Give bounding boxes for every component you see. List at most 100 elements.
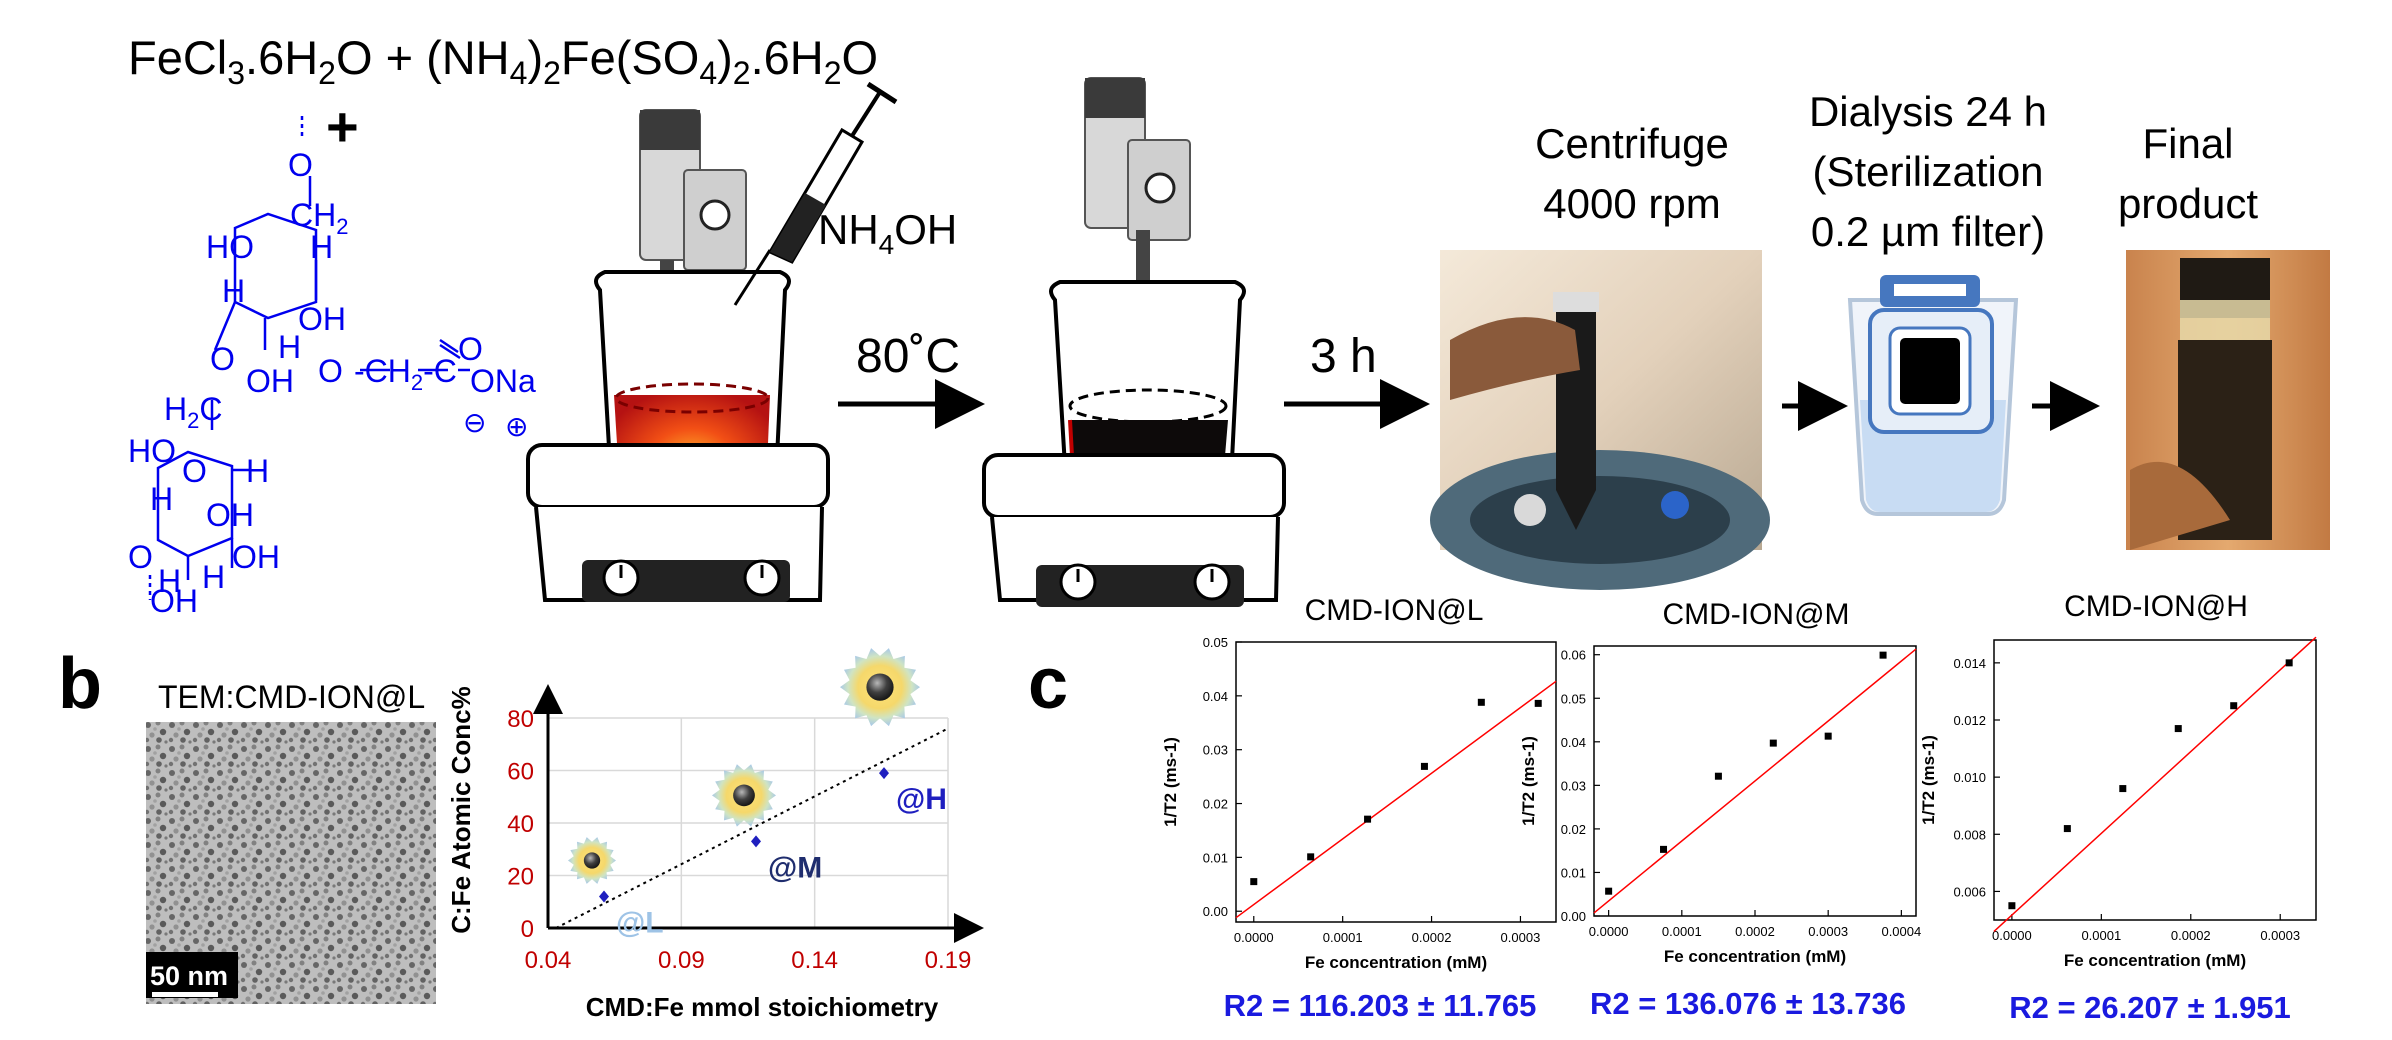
y-tick-label: 0 (521, 916, 534, 943)
data-point (1420, 762, 1428, 770)
data-point (1534, 699, 1542, 707)
fit-line (1993, 636, 2317, 932)
point-label: @L (616, 907, 664, 940)
data-point (599, 890, 609, 903)
svg-text:H2C: H2C (164, 391, 222, 433)
x-tick-label: 0.14 (791, 947, 838, 974)
panel-c-letter: c (1028, 644, 1068, 724)
data-point (1714, 772, 1722, 780)
svg-text:-CH2-C: -CH2-C (354, 353, 457, 395)
x-axis-label: Fe concentration (mM) (1664, 947, 1846, 966)
svg-text:H: H (158, 563, 181, 599)
y-axis-label: 1/T2 (ms-1) (1919, 735, 1938, 825)
y-tick-label: 0.03 (1561, 778, 1586, 793)
chart-title: CMD-ION@L (1305, 594, 1484, 627)
svg-text:H: H (278, 329, 301, 365)
tem-image: 50 nm (146, 722, 436, 1004)
r2-value: R2 = 136.076 ± 13.736 (1590, 986, 1906, 1021)
svg-text:H: H (150, 481, 173, 517)
svg-text:OH: OH (298, 301, 346, 337)
chart-b-xlabel: CMD:Fe mmol stoichiometry (586, 992, 939, 1022)
y-axis-label: 1/T2 (ms-1) (1519, 736, 1538, 826)
x-tick-label: 0.0002 (1735, 924, 1775, 939)
y-tick-label: 20 (507, 864, 534, 891)
y-tick-label: 0.01 (1561, 865, 1586, 880)
y-tick-label: 0.05 (1203, 635, 1228, 650)
r2-value: R2 = 26.207 ± 1.951 (2009, 990, 2291, 1025)
relaxivity-chart-h: CMD-ION@H 0.006 0.008 0.010 0.012 0.014 0.0000… (1919, 590, 2317, 1025)
trendline (555, 727, 949, 929)
x-tick-label: 0.0002 (2171, 928, 2211, 943)
data-point (1364, 815, 1372, 823)
stoichiometry-chart: 0 20 40 60 80 0.04 0.09 0.14 0.19 @L @M @H C:Fe At… (446, 648, 984, 1022)
dialysis-beaker (1847, 275, 2019, 516)
svg-text:H: H (310, 229, 333, 265)
nanoparticle-core (583, 852, 601, 869)
fit-line (1593, 648, 1917, 914)
x-tick-label: 0.0001 (1662, 924, 1702, 939)
x-tick-label: 0.0004 (1881, 924, 1921, 939)
data-point (1660, 845, 1668, 853)
y-tick-label: 0.03 (1203, 743, 1228, 758)
y-tick-label: 40 (507, 811, 534, 838)
hotplate-top (526, 443, 830, 509)
relaxivity-chart-l: CMD-ION@L 0.00 0.01 0.02 0.03 0.04 0.05 0.0000 0… (1161, 594, 1557, 1023)
nh4oh-label: NH4OH (818, 206, 957, 260)
x-tick-label: 0.04 (525, 947, 572, 974)
data-point (1879, 651, 1887, 659)
data-point (1477, 698, 1485, 706)
tem-title: TEM:CMD-ION@L (158, 679, 425, 715)
svg-text:O: O (210, 341, 235, 377)
svg-text:H: H (222, 273, 245, 309)
y-tick-label: 0.04 (1203, 689, 1228, 704)
temp-label: 80˚C (856, 330, 960, 383)
svg-text:⊖: ⊖ (463, 407, 486, 438)
y-tick-label: 0.06 (1561, 648, 1586, 663)
x-tick-label: 0.0003 (1808, 924, 1848, 939)
final-label-1: Final (2142, 120, 2233, 167)
final-vial-photo (2126, 250, 2330, 550)
scale-bar-label: 50 nm (150, 961, 228, 991)
y-tick-label: 0.006 (1953, 884, 1986, 899)
data-point (2063, 825, 2071, 833)
x-tick-label: 0.19 (925, 947, 972, 974)
x-tick-label: 0.0000 (1992, 928, 2032, 943)
y-tick-label: 0.00 (1561, 909, 1586, 924)
x-axis-label: Fe concentration (mM) (1305, 953, 1487, 972)
svg-text:OH: OH (150, 583, 198, 619)
y-tick-label: 0.014 (1953, 656, 1986, 671)
data-point (2174, 725, 2182, 733)
reactor-1: NH4OH (526, 81, 957, 602)
svg-text:ONa: ONa (470, 363, 536, 399)
y-axis-label: 1/T2 (ms-1) (1161, 737, 1180, 827)
r2-value: R2 = 116.203 ± 11.765 (1224, 988, 1537, 1023)
reagent-fecl3: FeCl3.6H2O + (NH4)2Fe(SO4)2.6H2O (128, 31, 878, 91)
y-tick-label: 80 (507, 706, 534, 733)
y-tick-label: 0.010 (1953, 770, 1986, 785)
svg-text:O: O (288, 147, 313, 183)
svg-text:OH: OH (246, 363, 294, 399)
y-tick-label: 60 (507, 759, 534, 786)
chart-title: CMD-ION@H (2064, 590, 2248, 623)
dialysis-label-3: 0.2 µm filter) (1811, 208, 2045, 255)
time-label: 3 h (1310, 330, 1377, 383)
y-tick-label: 0.008 (1953, 827, 1986, 842)
fit-line (1235, 680, 1557, 919)
final-label-2: product (2118, 180, 2258, 227)
y-tick-label: 0.02 (1561, 822, 1586, 837)
svg-text:O: O (458, 331, 483, 367)
svg-text:OH: OH (206, 497, 254, 533)
data-point (1769, 739, 1777, 747)
centrifuge-label-1: Centrifuge (1535, 120, 1729, 167)
centrifuge-photo (1430, 250, 1770, 590)
data-point (2008, 902, 2016, 910)
panel-b-letter: b (58, 644, 102, 724)
data-point (879, 767, 889, 780)
point-label: @H (896, 783, 947, 816)
data-point (1307, 853, 1315, 861)
svg-text:O: O (128, 539, 153, 575)
data-point (751, 835, 761, 848)
x-tick-label: 0.09 (658, 947, 705, 974)
x-tick-label: 0.0002 (1412, 930, 1452, 945)
